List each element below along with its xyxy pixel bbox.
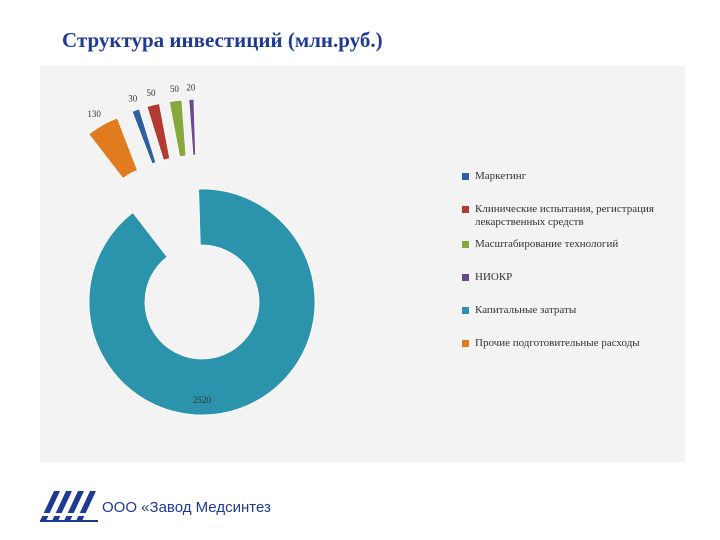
doughnut-slice xyxy=(146,103,171,161)
company-logo xyxy=(38,491,100,522)
data-label: 20 xyxy=(186,82,196,92)
doughnut-slice xyxy=(131,108,157,165)
chart-legend: Маркетинг Клинические испытания, регистра… xyxy=(462,170,692,350)
legend-item: Прочие подготовительные расходы xyxy=(462,337,692,350)
legend-swatch xyxy=(462,206,469,213)
doughnut-slice xyxy=(88,188,316,416)
legend-item: Маркетинг xyxy=(462,170,692,183)
legend-item: Масштабирование технологий xyxy=(462,238,692,251)
legend-swatch xyxy=(462,241,469,248)
doughnut-slice xyxy=(188,98,196,156)
legend-label: Клинические испытания, регистрация лекар… xyxy=(475,203,654,228)
legend-swatch xyxy=(462,274,469,281)
legend-swatch xyxy=(462,340,469,347)
legend-item: НИОКР xyxy=(462,271,692,284)
legend-label: Капитальные затраты xyxy=(475,304,577,316)
legend-swatch xyxy=(462,307,469,314)
footer-company-name: ООО «Завод Медсинтез xyxy=(102,499,271,516)
data-label: 2520 xyxy=(193,395,212,405)
legend-item: Капитальные затраты xyxy=(462,304,692,317)
data-label: 30 xyxy=(128,94,138,104)
legend-swatch xyxy=(462,173,469,180)
legend-label: Маркетинг xyxy=(475,170,527,182)
legend-label: НИОКР xyxy=(475,271,513,283)
data-label: 50 xyxy=(146,88,156,98)
slide-title: Структура инвестиций (млн.руб.) xyxy=(62,28,383,52)
doughnut-chart: 30 50 50 20 2520 130 xyxy=(87,82,316,416)
doughnut-slice xyxy=(88,117,138,180)
chart-area: 30 50 50 20 2520 130 xyxy=(40,66,685,462)
legend-label: Масштабирование технологий xyxy=(475,238,619,250)
data-label: 130 xyxy=(87,109,101,119)
doughnut-slice xyxy=(168,99,187,158)
data-label: 50 xyxy=(170,84,180,94)
legend-item: Клинические испытания, регистрация лекар… xyxy=(462,203,692,229)
legend-label: Прочие подготовительные расходы xyxy=(475,337,640,349)
